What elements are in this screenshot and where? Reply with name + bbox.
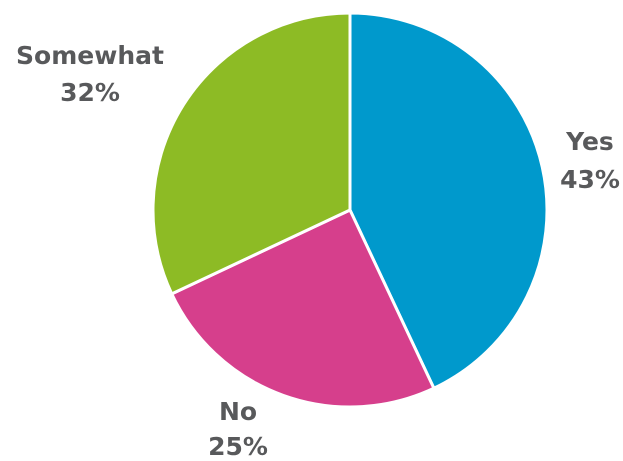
pie-labels: Yes 43% No 25% Somewhat 32% bbox=[16, 41, 620, 461]
pie-slice-no bbox=[170, 208, 436, 409]
slice-label-somewhat: Somewhat bbox=[16, 41, 164, 70]
pie-slice-somewhat bbox=[151, 11, 352, 296]
slice-value-no: 25% bbox=[208, 432, 268, 461]
pie-slice-yes bbox=[348, 11, 549, 390]
slice-value-yes: 43% bbox=[560, 165, 620, 194]
slice-label-no: No bbox=[219, 397, 257, 426]
slice-value-somewhat: 32% bbox=[60, 78, 120, 107]
slice-label-yes: Yes bbox=[565, 127, 614, 156]
pie-slices bbox=[151, 11, 549, 409]
